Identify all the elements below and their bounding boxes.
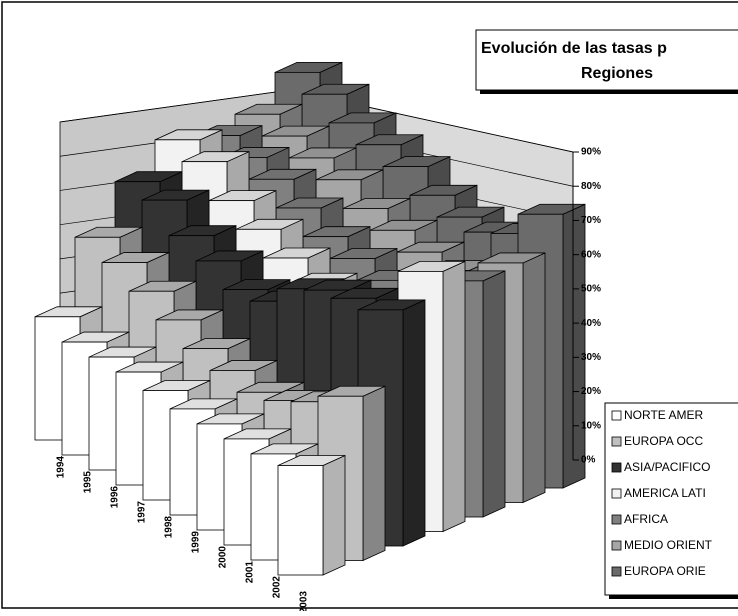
chart-title: Evolución de las tasas p — [481, 40, 667, 57]
y-tick-label: 40% — [581, 318, 601, 329]
legend — [604, 402, 738, 596]
legend-label: AMERICA LATI — [624, 486, 706, 500]
x-tick-label: 1999 — [191, 531, 202, 554]
x-tick-label: 2000 — [218, 546, 229, 569]
legend-swatch — [611, 566, 622, 577]
y-tick-label: 90% — [581, 147, 601, 158]
bar — [277, 465, 324, 576]
x-tick-label: 2001 — [245, 561, 256, 584]
x-tick-label: 2002 — [272, 576, 283, 599]
legend-swatch — [611, 488, 622, 499]
bar-side — [522, 252, 546, 504]
bar-side — [442, 260, 466, 533]
legend-label: MEDIO ORIENT — [624, 538, 713, 552]
x-tick-label: 1994 — [56, 456, 67, 479]
x-tick-label: 1996 — [110, 486, 121, 509]
y-tick-label: 30% — [581, 352, 601, 363]
x-tick-label: 1995 — [83, 471, 94, 494]
legend-label: ASIA/PACIFICO — [624, 460, 710, 474]
bar-side — [362, 385, 386, 562]
x-tick-label: 2003 — [299, 591, 310, 611]
title-box — [475, 29, 738, 91]
legend-swatch — [611, 514, 622, 525]
legend-swatch — [611, 436, 622, 447]
y-tick-label: 0% — [581, 455, 596, 466]
bar-side — [402, 299, 426, 547]
y-tick-label: 10% — [581, 420, 601, 431]
bars — [34, 61, 586, 576]
bar-side — [562, 203, 586, 489]
chart-title: Regiones — [581, 65, 653, 82]
y-tick-label: 50% — [581, 284, 601, 295]
y-tick-label: 70% — [581, 215, 601, 226]
legend-label: EUROPA ORIE — [624, 564, 706, 578]
bar-side — [482, 270, 506, 518]
x-tick-label: 1997 — [137, 501, 148, 524]
legend-label: EUROPA OCC — [624, 434, 703, 448]
bar-side — [322, 454, 346, 576]
legend-label: AFRICA — [624, 512, 668, 526]
legend-entries: NORTE AMER EUROPA OCC ASIA/PACIFICO AMERICA… — [611, 408, 713, 578]
y-tick-label: 60% — [581, 249, 601, 260]
legend-label: NORTE AMER — [624, 408, 703, 422]
y-tick-label: 80% — [581, 181, 601, 192]
legend-swatch — [611, 462, 622, 473]
y-axis: 0% 10% 20% 30% 40% 50% 60% 70% 80% 90% — [572, 147, 601, 466]
x-tick-label: 1998 — [164, 516, 175, 539]
legend-swatch — [611, 540, 622, 551]
legend-swatch — [611, 410, 622, 421]
y-tick-label: 20% — [581, 386, 601, 397]
x-axis: 1994 1995 1996 1997 1998 1999 2000 2001 2002 2003 — [56, 456, 310, 614]
